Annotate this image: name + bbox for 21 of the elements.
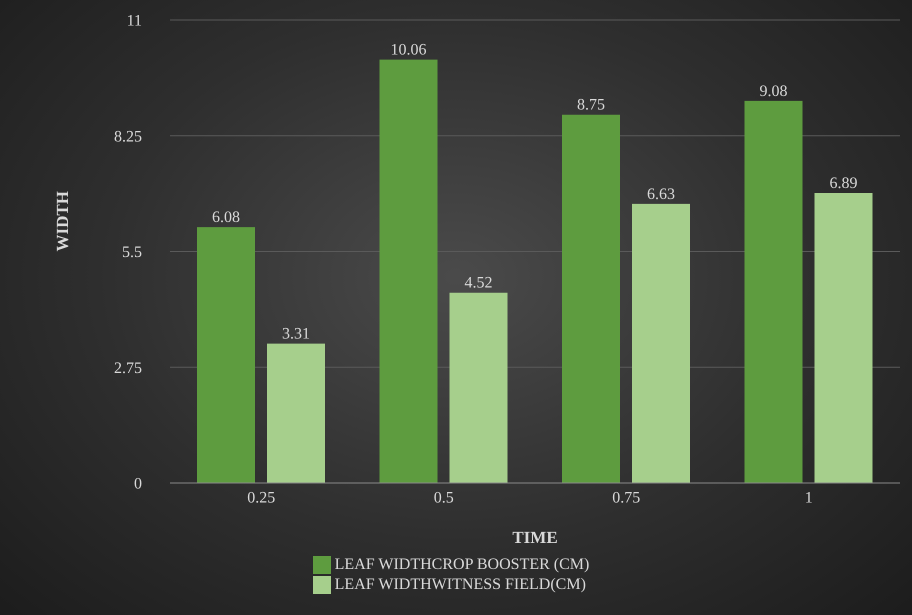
y-tick-label: 0 — [134, 476, 142, 493]
data-label: 6.89 — [830, 174, 858, 192]
data-label: 4.52 — [464, 274, 492, 292]
data-label: 10.06 — [390, 42, 426, 59]
y-tick-label: 5.5 — [122, 244, 142, 262]
x-tick-label: 0.25 — [247, 489, 276, 506]
data-label: 9.08 — [760, 82, 788, 100]
data-label: 6.08 — [212, 209, 240, 226]
x-tick-label: 1 — [804, 489, 813, 506]
y-tick-label: 2.75 — [114, 360, 142, 377]
data-label: 6.63 — [647, 186, 675, 203]
y-tick-label: 11 — [126, 12, 142, 30]
x-tick-label: 0.5 — [434, 489, 454, 506]
data-label: 8.75 — [577, 96, 605, 114]
legend-label: LEAF WIDTHWITNESS FIELD(CM) — [334, 576, 586, 593]
x-tick-label: 0.75 — [612, 489, 640, 506]
x-axis-title: TIME — [512, 528, 558, 547]
legend-label: LEAF WIDTHCROP BOOSTER (CM) — [334, 556, 590, 573]
y-axis-title: WIDTH — [53, 191, 72, 252]
data-label: 3.31 — [282, 326, 310, 343]
y-tick-label: 8.25 — [114, 128, 142, 146]
